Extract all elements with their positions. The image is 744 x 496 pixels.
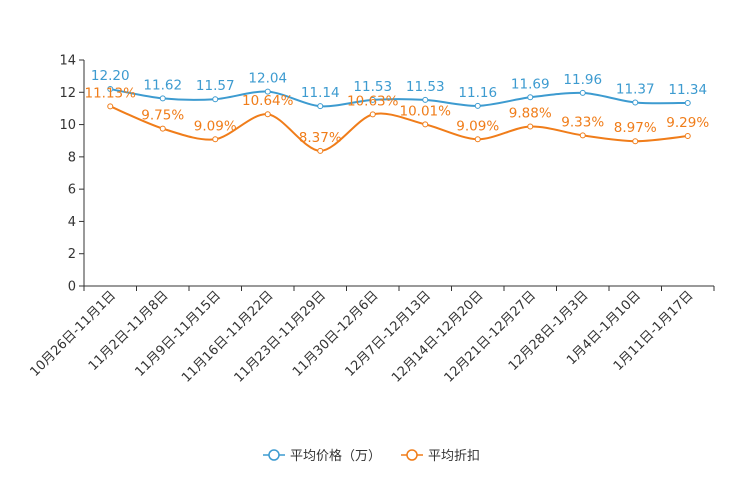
y-tick-label: 12 bbox=[59, 86, 76, 101]
data-label: 11.34 bbox=[668, 82, 707, 98]
data-label: 9.09% bbox=[194, 118, 237, 134]
data-point[interactable] bbox=[369, 96, 376, 103]
data-point[interactable] bbox=[159, 125, 166, 132]
data-point[interactable] bbox=[264, 111, 271, 118]
y-tick-label: 6 bbox=[68, 183, 76, 198]
data-point[interactable] bbox=[317, 147, 324, 154]
data-point[interactable] bbox=[317, 103, 324, 110]
data-point[interactable] bbox=[527, 94, 534, 101]
y-tick-label: 10 bbox=[59, 118, 76, 133]
data-labels: 12.20 11.62 11.57 12.04 11.14 11.53 11.53 11.16… bbox=[85, 68, 710, 146]
data-label: 11.16 bbox=[458, 85, 497, 101]
y-tick-label: 4 bbox=[68, 215, 76, 230]
data-label: 11.53 bbox=[353, 79, 392, 95]
x-tick-label: 10月26日-11月1日 bbox=[27, 288, 119, 380]
data-label: 11.57 bbox=[196, 78, 235, 94]
data-point[interactable] bbox=[212, 136, 219, 143]
y-axis-ticks: 0 2 4 6 8 10 12 14 bbox=[59, 54, 84, 295]
data-label: 8.97% bbox=[614, 120, 657, 136]
y-tick-label: 2 bbox=[68, 247, 76, 262]
data-label: 11.13% bbox=[85, 85, 137, 101]
legend-item-1[interactable]: 平均折扣 bbox=[401, 449, 480, 464]
data-point[interactable] bbox=[422, 121, 429, 128]
data-label: 11.69 bbox=[511, 76, 550, 92]
data-label: 9.33% bbox=[561, 114, 604, 130]
data-label: 11.37 bbox=[616, 81, 655, 97]
data-label: 11.53 bbox=[406, 79, 445, 95]
legend-marker-icon bbox=[268, 449, 280, 461]
x-tick-label: 11月23日-11月29日 bbox=[232, 288, 329, 385]
x-tick-label: 12月14日-12月20日 bbox=[389, 288, 486, 385]
data-label: 10.64% bbox=[242, 93, 294, 109]
data-point[interactable] bbox=[107, 103, 114, 110]
y-tick-label: 14 bbox=[59, 54, 76, 69]
data-label: 9.75% bbox=[141, 108, 184, 124]
data-label: 11.62 bbox=[143, 77, 182, 93]
chart-legend[interactable]: 平均价格（万） 平均折扣 bbox=[263, 448, 480, 464]
data-point[interactable] bbox=[684, 133, 691, 140]
data-point[interactable] bbox=[369, 111, 376, 118]
data-label: 12.20 bbox=[91, 68, 130, 84]
data-label: 9.29% bbox=[666, 115, 709, 131]
data-point[interactable] bbox=[632, 99, 639, 106]
x-tick-label: 12月21日-12月27日 bbox=[442, 288, 539, 385]
y-tick-label: 8 bbox=[68, 150, 76, 165]
data-point[interactable] bbox=[474, 136, 481, 143]
data-label: 8.37% bbox=[299, 130, 342, 146]
series-line-0 bbox=[110, 88, 688, 108]
chart-series bbox=[107, 86, 691, 154]
data-point[interactable] bbox=[212, 96, 219, 103]
data-label: 9.09% bbox=[456, 118, 499, 134]
data-label: 9.88% bbox=[509, 106, 552, 122]
data-label: 12.04 bbox=[248, 71, 287, 87]
legend-marker-icon bbox=[406, 449, 418, 461]
x-tick-label: 11月16日-11月22日 bbox=[179, 288, 276, 385]
data-label: 11.96 bbox=[563, 72, 602, 88]
data-point[interactable] bbox=[264, 88, 271, 95]
data-point[interactable] bbox=[422, 96, 429, 103]
data-point[interactable] bbox=[527, 123, 534, 130]
legend-label: 平均折扣 bbox=[428, 449, 480, 464]
data-point[interactable] bbox=[107, 86, 114, 93]
data-point[interactable] bbox=[632, 138, 639, 145]
data-point[interactable] bbox=[579, 89, 586, 96]
data-label: 10.01% bbox=[400, 103, 452, 119]
legend-item-0[interactable]: 平均价格（万） bbox=[263, 448, 381, 464]
legend-label: 平均价格（万） bbox=[290, 448, 381, 464]
y-tick-label: 0 bbox=[68, 280, 76, 295]
data-label: 10.63% bbox=[347, 93, 399, 109]
x-axis-ticks: 10月26日-11月1日11月2日-11月8日11月9日-11月15日11月16… bbox=[27, 286, 715, 386]
data-point[interactable] bbox=[159, 95, 166, 102]
data-point[interactable] bbox=[579, 132, 586, 139]
data-point[interactable] bbox=[684, 99, 691, 106]
data-point[interactable] bbox=[474, 102, 481, 109]
data-label: 11.14 bbox=[301, 85, 340, 101]
